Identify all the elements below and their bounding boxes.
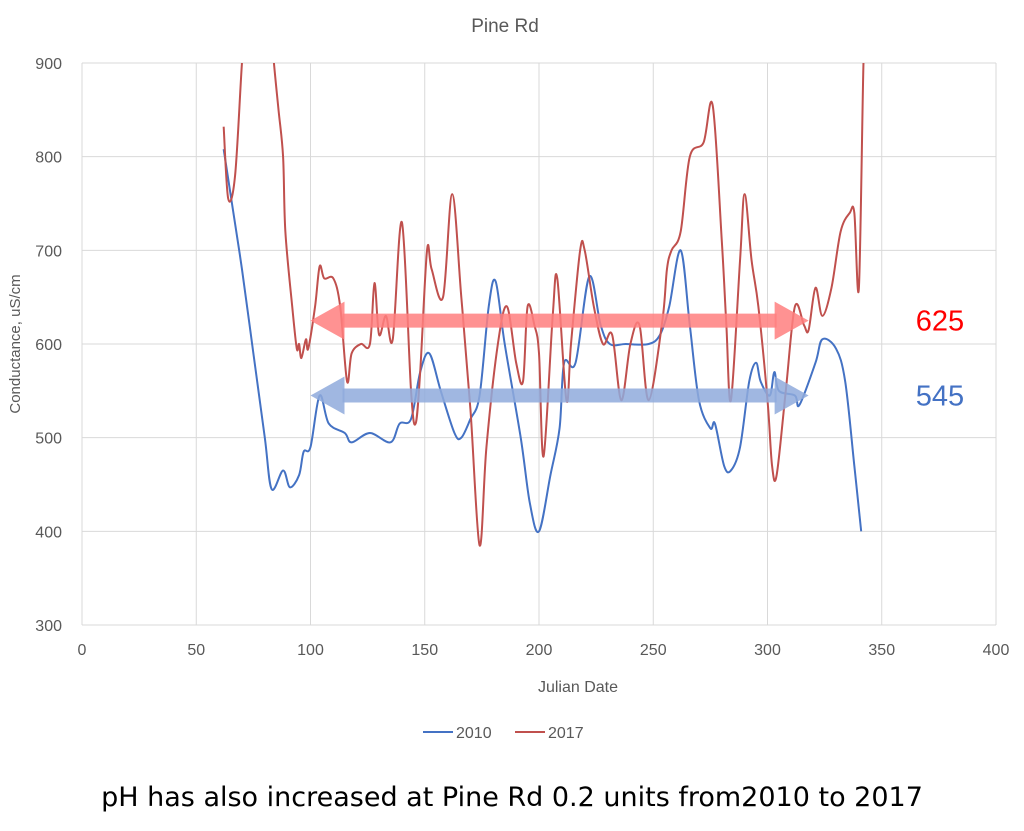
- y-tick-label: 500: [35, 431, 62, 448]
- annotation-label: 545: [916, 381, 964, 413]
- y-tick-label: 700: [35, 243, 62, 260]
- y-tick-label: 600: [35, 337, 62, 354]
- x-axis-label: Julian Date: [538, 679, 618, 696]
- y-tick-label: 800: [35, 150, 62, 167]
- caption: pH has also increased at Pine Rd 0.2 uni…: [101, 782, 923, 813]
- y-tick-label: 300: [35, 618, 62, 635]
- y-axis-label: Conductance, uS/cm: [7, 274, 24, 413]
- annotation-label: 625: [916, 306, 964, 338]
- x-tick-label: 350: [868, 642, 895, 659]
- arrow-head-right: [774, 376, 809, 415]
- chart-svg: Pine Rd Julian Date Conductance, uS/cm 0…: [7, 16, 1010, 742]
- arrow-head-left: [310, 376, 345, 415]
- x-tick-label: 250: [640, 642, 667, 659]
- series-line-2017: [222, 63, 865, 547]
- arrow-head-left: [310, 301, 345, 340]
- y-tick-label: 400: [35, 524, 62, 541]
- x-tick-label: 400: [983, 642, 1010, 659]
- y-tick-label: 900: [35, 56, 62, 73]
- legend-label: 2017: [548, 725, 584, 742]
- x-tick-label: 300: [754, 642, 781, 659]
- arrow-head-right: [774, 301, 809, 340]
- x-tick-label: 100: [297, 642, 324, 659]
- x-tick-label: 200: [526, 642, 553, 659]
- x-tick-label: 50: [187, 642, 205, 659]
- legend-label: 2010: [456, 725, 492, 742]
- x-tick-label: 150: [411, 642, 438, 659]
- series-line-2010: [222, 149, 863, 534]
- chart-title: Pine Rd: [471, 16, 539, 37]
- x-tick-label: 0: [78, 642, 87, 659]
